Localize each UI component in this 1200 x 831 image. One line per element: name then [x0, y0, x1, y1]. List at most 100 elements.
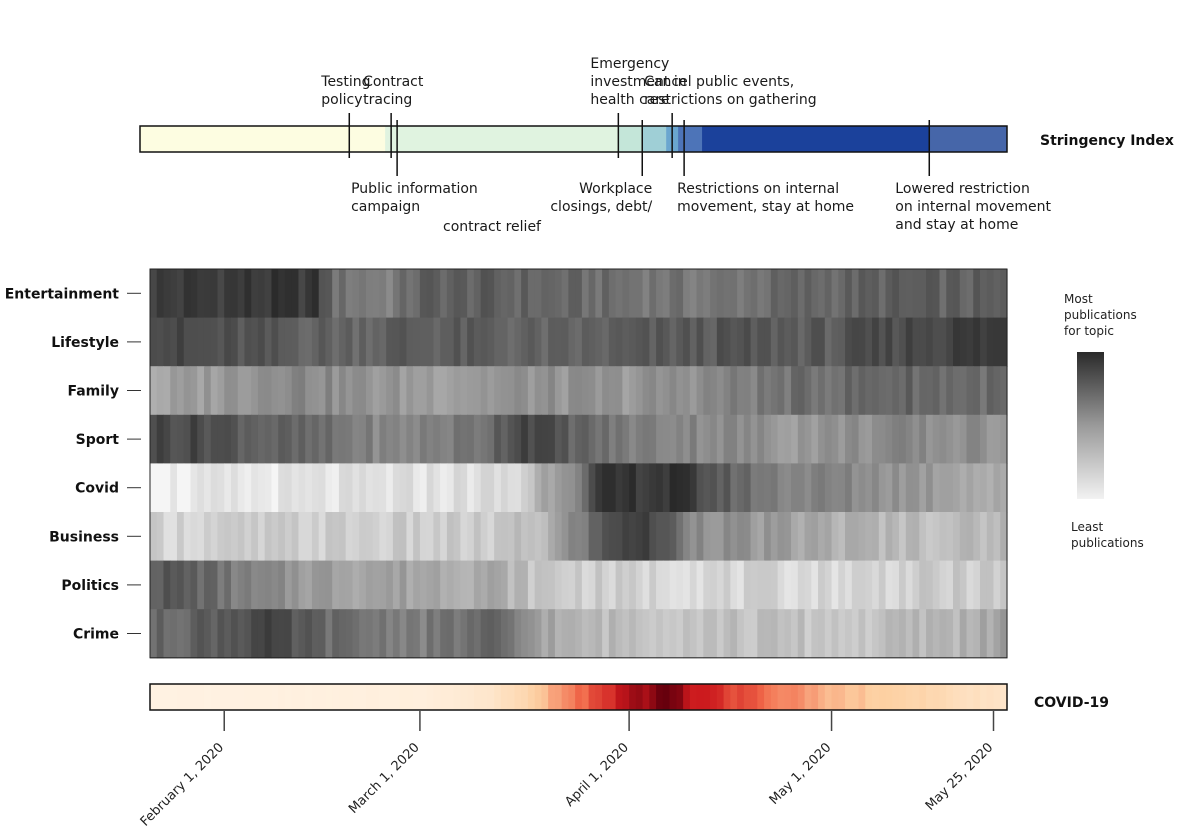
heatmap-cell	[305, 414, 313, 464]
heatmap-cell	[561, 366, 569, 416]
heatmap-cell	[926, 560, 934, 610]
heatmap-cell	[716, 269, 725, 319]
heatmap-cell	[440, 512, 448, 562]
heatmap-cell	[656, 609, 664, 659]
heatmap-cell	[973, 609, 981, 659]
heatmap-cell	[467, 269, 475, 319]
heatmap-cell	[298, 512, 306, 562]
heatmap-cell	[325, 609, 333, 659]
heatmap-cell	[554, 512, 563, 562]
heatmap-cell	[399, 463, 408, 513]
topic-label: Entertainment	[5, 286, 120, 302]
covid-cell	[966, 684, 974, 710]
heatmap-cell	[561, 512, 569, 562]
heatmap-cell	[588, 317, 596, 367]
heatmap-cell	[710, 317, 718, 367]
stringency-segment	[702, 126, 930, 152]
heatmap-cell	[973, 366, 981, 416]
heatmap-cell	[392, 414, 401, 464]
heatmap-cell	[615, 317, 623, 367]
stringency-frame	[139, 125, 1008, 153]
heatmap-cell	[851, 463, 860, 513]
heatmap-cell	[176, 269, 185, 319]
heatmap-cell	[899, 269, 907, 319]
heatmap-cell	[608, 414, 617, 464]
heatmap-cell	[656, 463, 664, 513]
heatmap-cell	[831, 560, 839, 610]
heatmap-cell	[939, 609, 947, 659]
heatmap-cell	[190, 609, 198, 659]
heatmap-cell	[1000, 609, 1008, 659]
heatmap-cell	[905, 463, 914, 513]
covid-cell	[244, 684, 252, 710]
heatmap-cell	[521, 463, 529, 513]
covid-cell	[433, 684, 441, 710]
covid-cell	[980, 684, 988, 710]
heatmap-cell	[150, 366, 158, 416]
covid-cell	[264, 684, 273, 710]
heatmap-cell	[521, 366, 529, 416]
heatmap-cell	[305, 463, 313, 513]
heatmap-cell	[359, 317, 367, 367]
heatmap-cell	[392, 512, 401, 562]
heatmap-cell	[352, 366, 360, 416]
heatmap-cell	[379, 560, 387, 610]
heatmap-cell	[818, 366, 826, 416]
heatmap-cell	[858, 317, 866, 367]
heatmap-cell	[966, 366, 974, 416]
covid-cell	[150, 684, 158, 710]
heatmap-cell	[899, 512, 907, 562]
heatmap-cell	[602, 560, 610, 610]
heatmap-cell	[953, 560, 961, 610]
heatmap-cell	[514, 463, 522, 513]
heatmap-cell	[764, 269, 772, 319]
stringency-segment	[642, 126, 667, 152]
heatmap-cell	[818, 317, 826, 367]
heatmap-cell	[676, 609, 684, 659]
heatmap-cell	[298, 463, 306, 513]
heatmap-cell	[919, 317, 927, 367]
covid-cell	[899, 684, 907, 710]
heatmap-cell	[716, 317, 725, 367]
heatmap-cell	[885, 463, 893, 513]
heatmap-cell	[629, 512, 637, 562]
heatmap-cell	[669, 414, 677, 464]
heatmap-cell	[534, 269, 542, 319]
covid-cell	[419, 684, 428, 710]
heatmap-cell	[716, 512, 725, 562]
covid-strip: COVID-19	[149, 683, 1109, 711]
heatmap-cell	[284, 560, 293, 610]
heatmap-cell	[332, 512, 340, 562]
heatmap-cell	[622, 317, 630, 367]
heatmap-cell	[467, 609, 475, 659]
stringency-segment	[929, 126, 1008, 152]
heatmap-cell	[905, 560, 914, 610]
heatmap-cell	[959, 317, 968, 367]
heatmap-cell	[858, 463, 866, 513]
heatmap-cell	[224, 463, 232, 513]
heatmap-cell	[865, 512, 873, 562]
covid-cell	[932, 684, 941, 710]
heatmap-cell	[588, 414, 596, 464]
heatmap-cell	[743, 512, 752, 562]
heatmap-cell	[851, 317, 860, 367]
heatmap-cell	[473, 269, 482, 319]
heatmap-cell	[683, 560, 691, 610]
heatmap-cell	[494, 463, 502, 513]
heatmap-cell	[521, 317, 529, 367]
heatmap-cell	[278, 560, 286, 610]
heatmap-cell	[521, 269, 529, 319]
heatmap-cell	[217, 609, 225, 659]
heatmap-cell	[946, 609, 954, 659]
heatmap-cell	[777, 512, 785, 562]
heatmap-cell	[939, 414, 947, 464]
covid-cell	[257, 684, 266, 710]
heatmap-cell	[291, 269, 300, 319]
heatmap-cell	[750, 463, 758, 513]
heatmap-cell	[372, 512, 381, 562]
heatmap-cell	[710, 463, 718, 513]
heatmap-cell	[797, 414, 806, 464]
covid-cell	[318, 684, 327, 710]
heatmap-cell	[203, 366, 212, 416]
heatmap-cell	[980, 366, 988, 416]
